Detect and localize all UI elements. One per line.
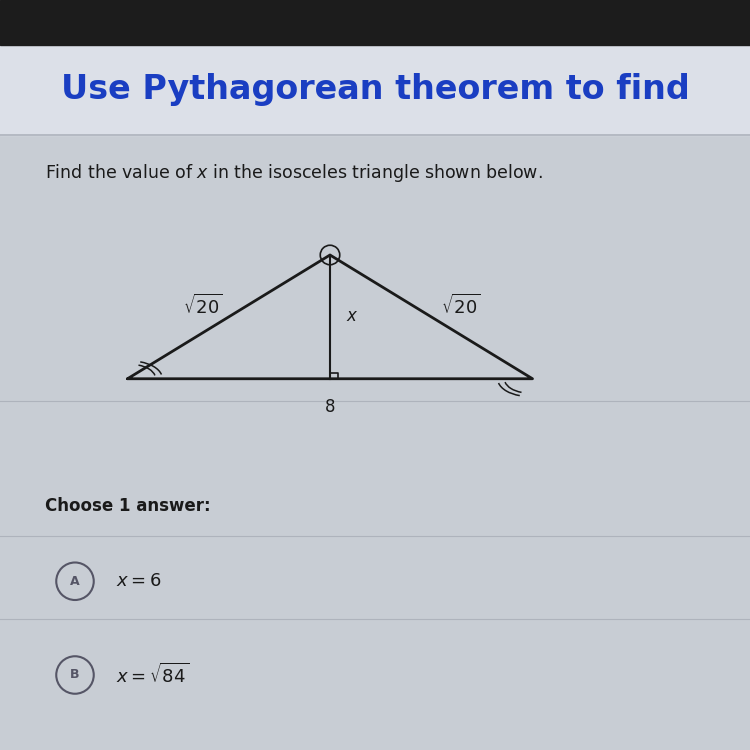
Bar [0,0,750,45]
Text: $x = 6$: $x = 6$ [116,572,162,590]
Text: 8: 8 [325,398,335,416]
Text: Choose 1 answer:: Choose 1 answer: [45,497,211,515]
Text: B: B [70,668,80,682]
Text: $\sqrt{20}$: $\sqrt{20}$ [182,293,223,318]
Text: $\sqrt{20}$: $\sqrt{20}$ [441,293,482,318]
Text: Find the value of $x$ in the isosceles triangle shown below.: Find the value of $x$ in the isosceles t… [45,161,543,184]
Bar [0,135,750,750]
Text: $x$: $x$ [346,308,359,326]
Text: A: A [70,574,80,588]
Text: Use Pythagorean theorem to find: Use Pythagorean theorem to find [61,74,689,106]
Text: $x = \sqrt{84}$: $x = \sqrt{84}$ [116,663,189,687]
Bar [0,45,750,135]
